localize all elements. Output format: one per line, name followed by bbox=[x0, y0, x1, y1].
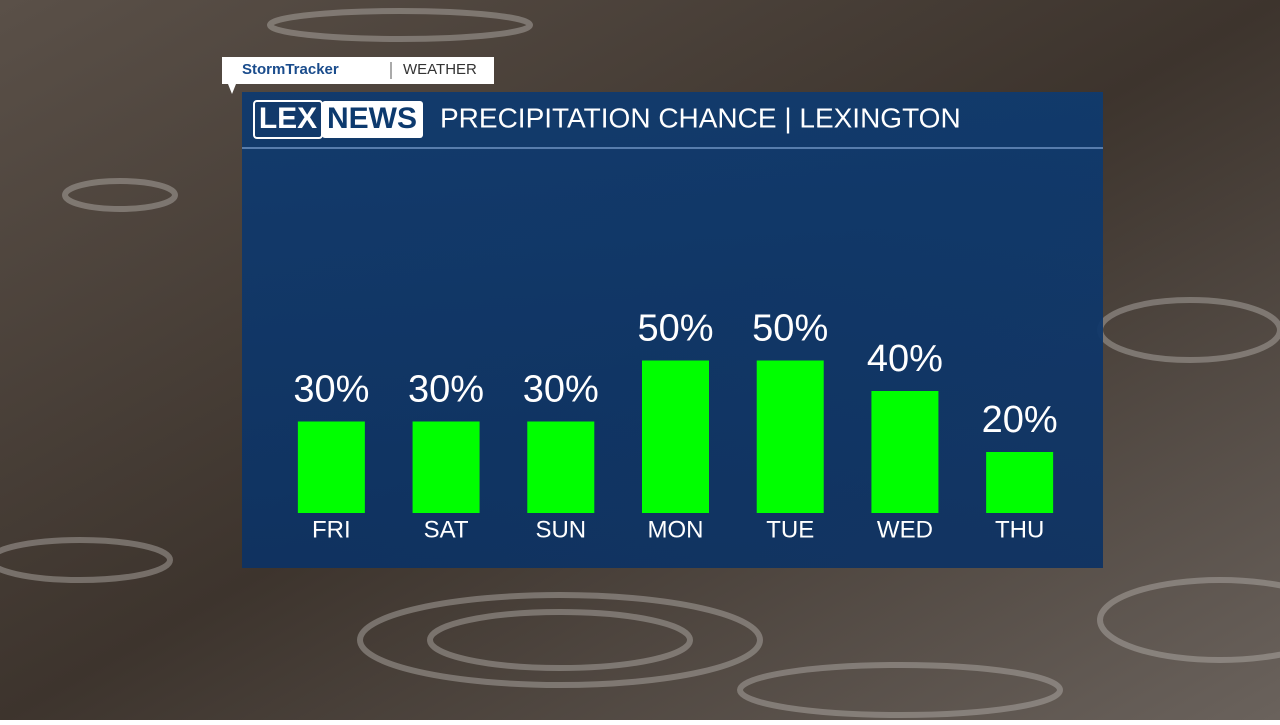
value-label: 20% bbox=[982, 399, 1058, 441]
bar bbox=[527, 421, 595, 513]
logo-lex: LEX bbox=[259, 102, 317, 135]
value-label: 30% bbox=[408, 369, 484, 411]
logo-news: NEWS bbox=[327, 102, 417, 135]
category-label: TUE bbox=[766, 516, 814, 543]
value-label: 50% bbox=[637, 308, 713, 350]
category-label: SAT bbox=[424, 516, 469, 543]
section-label: WEATHER bbox=[403, 61, 477, 78]
bar bbox=[642, 360, 709, 513]
chart-title: PRECIPITATION CHANCE | LEXINGTON bbox=[440, 102, 961, 133]
logo-news-box bbox=[322, 101, 423, 138]
stormtracker-tab bbox=[222, 57, 494, 94]
category-label: WED bbox=[877, 516, 933, 543]
category-label: FRI bbox=[312, 516, 351, 543]
stormtracker-label: StormTracker bbox=[242, 61, 339, 78]
category-label: MON bbox=[648, 516, 704, 543]
bar bbox=[756, 360, 824, 513]
value-label: 50% bbox=[752, 308, 828, 350]
bar bbox=[297, 421, 365, 513]
bar bbox=[986, 452, 1054, 513]
value-label: 30% bbox=[293, 369, 369, 411]
category-label: SUN bbox=[535, 516, 586, 543]
ripples bbox=[0, 8, 1280, 718]
bar bbox=[871, 391, 939, 513]
category-label: THU bbox=[995, 516, 1044, 543]
value-label: 40% bbox=[867, 338, 943, 380]
bar bbox=[412, 421, 480, 513]
value-label: 30% bbox=[523, 369, 599, 411]
